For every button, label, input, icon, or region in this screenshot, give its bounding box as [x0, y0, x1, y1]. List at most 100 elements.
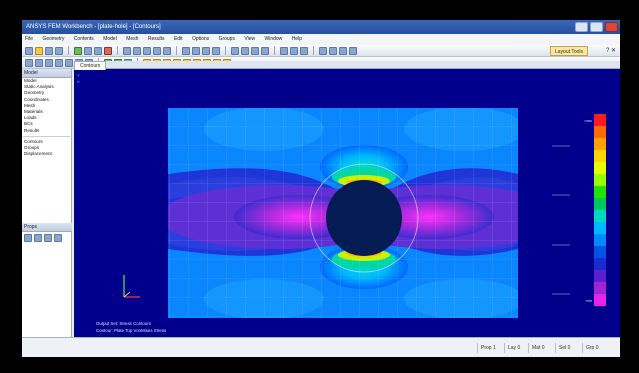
- rotate-icon[interactable]: [133, 46, 141, 55]
- table-icon[interactable]: [349, 46, 357, 55]
- application-window: ANSYS FEM Workbench - [plate-hole] - [Co…: [22, 20, 620, 357]
- animate-icon[interactable]: [261, 46, 269, 55]
- tree-item-mesh[interactable]: Mesh: [24, 102, 36, 108]
- save-icon[interactable]: [45, 46, 53, 55]
- legend-swatch: [594, 174, 606, 186]
- contour-legend: max min: [584, 114, 606, 306]
- tree-item-model[interactable]: Model: [24, 78, 37, 83]
- panel-tool-icon[interactable]: [44, 234, 52, 242]
- close-button[interactable]: [605, 22, 618, 32]
- tree-item-materials[interactable]: Materials: [24, 109, 43, 115]
- legend-swatch: [594, 270, 606, 282]
- deform-icon[interactable]: [251, 46, 259, 55]
- snap-icon[interactable]: [212, 46, 220, 55]
- node-icon[interactable]: [84, 46, 92, 55]
- legend-swatch: [594, 222, 606, 234]
- fit-icon[interactable]: [163, 46, 171, 55]
- tree-divider: [23, 135, 70, 137]
- tree-item-analysis[interactable]: Static Analysis: [24, 84, 54, 90]
- mesh-icon[interactable]: [74, 46, 82, 55]
- view-bottom-icon[interactable]: [55, 58, 63, 67]
- menu-groups[interactable]: Groups: [218, 36, 235, 42]
- menu-help[interactable]: Help: [291, 36, 302, 42]
- delete-icon[interactable]: [104, 46, 112, 55]
- menu-bar: File Geometry Contents Model Mesh Result…: [22, 34, 620, 45]
- redo-icon[interactable]: [300, 46, 308, 55]
- tab-contours[interactable]: Contours: [74, 61, 107, 70]
- element-icon[interactable]: [94, 46, 102, 55]
- properties-header: Props: [22, 223, 72, 232]
- toolbar-divider: [117, 46, 118, 55]
- tree-item-groups[interactable]: Groups: [24, 145, 40, 151]
- tree-item-displacement[interactable]: Displacement: [24, 151, 52, 157]
- contour-icon[interactable]: [241, 46, 249, 55]
- status-bar: Prop 1 Lay 0 Mat 0 Sel 0 Grp 0: [22, 337, 620, 357]
- menu-options[interactable]: Options: [191, 36, 210, 42]
- menu-view[interactable]: View: [244, 36, 256, 42]
- layout-tools-button[interactable]: Layout Tools: [550, 46, 588, 56]
- legend-swatch: [594, 234, 606, 246]
- select-icon[interactable]: [182, 46, 190, 55]
- toolbar-divider: [225, 46, 226, 55]
- menu-results[interactable]: Results: [147, 36, 165, 42]
- grid-icon[interactable]: [202, 46, 210, 55]
- help-icon[interactable]: ? ✕: [605, 48, 616, 54]
- zoom-icon[interactable]: [143, 46, 151, 55]
- legend-label: max: [584, 118, 592, 123]
- menu-model[interactable]: Model: [103, 36, 117, 42]
- render-icon[interactable]: [231, 46, 239, 55]
- view-back-icon[interactable]: [35, 58, 43, 67]
- menu-edit[interactable]: Edit: [173, 36, 183, 42]
- view-top-icon[interactable]: [45, 58, 53, 67]
- tree-item-coordinates[interactable]: Coordinates: [24, 96, 49, 102]
- panel-tool-icon[interactable]: [34, 234, 42, 242]
- plot-tab-strip: [74, 61, 620, 69]
- tree-item-bcs[interactable]: BCs: [24, 121, 33, 127]
- pan-icon[interactable]: [153, 46, 161, 55]
- svg-text:X: X: [77, 79, 80, 84]
- layers-icon[interactable]: [329, 46, 337, 55]
- toolbar-divider: [68, 46, 69, 55]
- output-notes: Output Set: Stress Contours Contour: Pla…: [96, 321, 167, 333]
- status-group: Grp 0: [582, 343, 602, 353]
- status-layer: Lay 0: [504, 343, 523, 353]
- legend-swatch: [594, 198, 606, 210]
- tree-item-contours[interactable]: Contours: [24, 138, 43, 144]
- coordinate-triad-icon: [123, 275, 140, 298]
- contour-plot-canvas[interactable]: max min Y X Output Set: Stress Contours C…: [74, 69, 620, 337]
- new-icon[interactable]: [25, 46, 33, 55]
- menu-file[interactable]: File: [25, 36, 34, 42]
- viewport-marker: Y X: [77, 73, 80, 84]
- toolbar-divider: [176, 46, 177, 55]
- view-front-icon[interactable]: [25, 58, 33, 67]
- open-icon[interactable]: [35, 46, 43, 55]
- menu-contents[interactable]: Contents: [73, 36, 94, 42]
- legend-swatch: [594, 138, 606, 150]
- print-icon[interactable]: [55, 46, 63, 55]
- legend-swatch: [594, 162, 606, 174]
- panel-tool-icon[interactable]: [24, 234, 32, 242]
- menu-window[interactable]: Window: [264, 36, 283, 42]
- tree-item-results[interactable]: Results: [24, 127, 40, 133]
- view-left-icon[interactable]: [65, 58, 73, 67]
- measure-icon[interactable]: [192, 46, 200, 55]
- menu-mesh[interactable]: Mesh: [126, 36, 139, 42]
- toolbar-divider: [313, 46, 314, 55]
- tree-item-loads[interactable]: Loads: [24, 115, 37, 121]
- fem-contour-plot-viewport[interactable]: Contours: [74, 61, 620, 337]
- main-toolbar: Layout Tools ? ✕: [22, 45, 620, 57]
- panel-tool-icon[interactable]: [54, 234, 62, 242]
- menu-geometry[interactable]: Geometry: [42, 36, 65, 42]
- plate-hole: [326, 180, 402, 256]
- minimize-button[interactable]: [575, 22, 588, 32]
- arrow-icon[interactable]: [280, 46, 288, 55]
- list-icon[interactable]: [339, 46, 347, 55]
- tree-item-geometry[interactable]: Geometry: [24, 90, 45, 96]
- filter-icon[interactable]: [319, 46, 327, 55]
- maximize-button[interactable]: [590, 22, 603, 32]
- output-set-note: Output Set: Stress Contours: [96, 321, 152, 326]
- axis-annotations: [552, 145, 570, 295]
- view-icon[interactable]: [123, 46, 131, 55]
- undo-icon[interactable]: [290, 46, 298, 55]
